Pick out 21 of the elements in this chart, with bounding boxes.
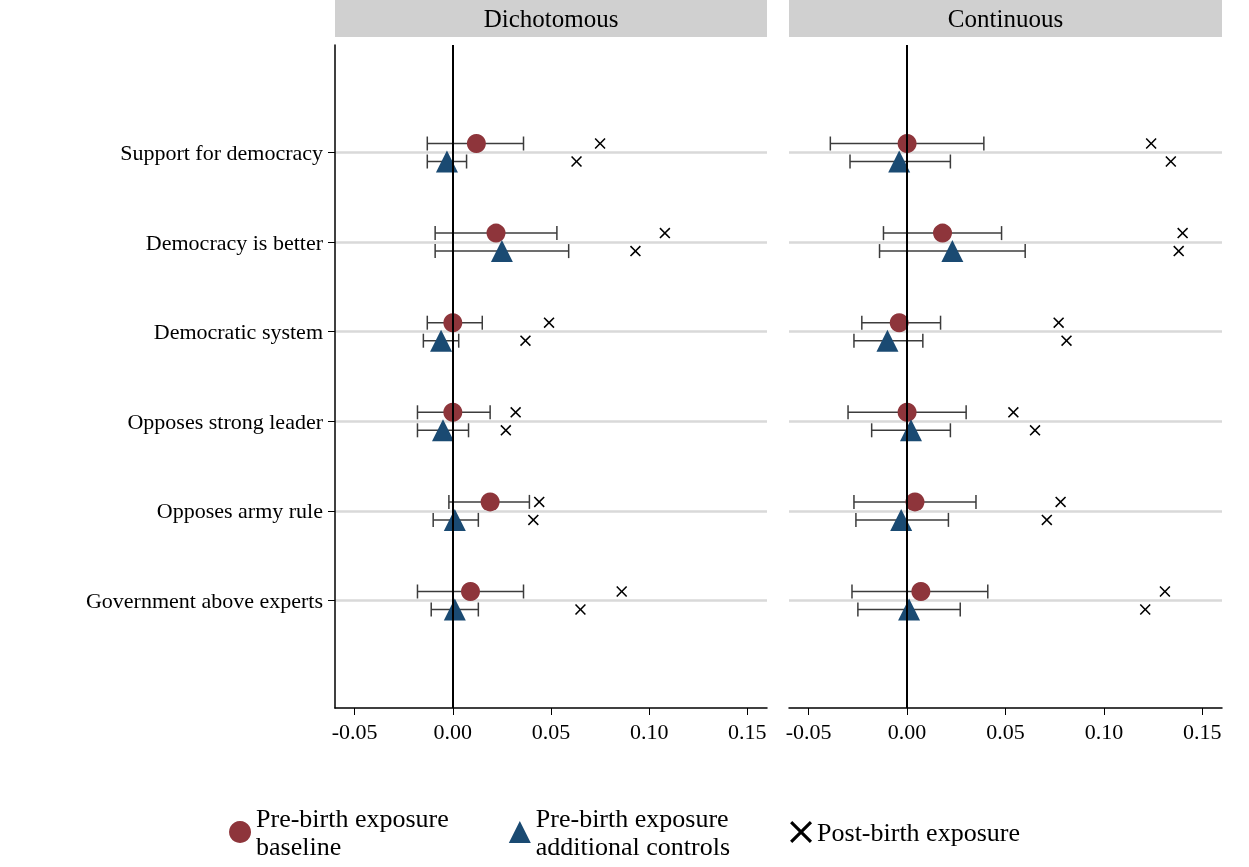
legend-label: Post-birth exposure	[817, 817, 1020, 847]
x-tick-label: 0.15	[728, 718, 767, 744]
chart-title: Dichotomous	[483, 5, 619, 32]
x-tick-label: -0.05	[331, 718, 378, 744]
x-tick-label: 0.05	[986, 718, 1025, 744]
y-tick-label: Opposes army rule	[156, 498, 323, 524]
x-tick-label: 0.10	[1084, 718, 1124, 744]
y-tick-label: Opposes strong leader	[127, 408, 324, 434]
x-tick-label: 0.05	[531, 718, 571, 744]
legend-label: Pre-birth exposure additional controls	[535, 803, 731, 861]
x-tick-label: -0.05	[785, 718, 832, 744]
legend-label: Pre-birth exposure baseline	[256, 803, 449, 861]
x-tick-label: 0.00	[887, 718, 927, 744]
y-tick-label: Government above experts	[85, 587, 323, 613]
x-tick-label: 0.00	[433, 718, 473, 744]
y-tick-label: Democracy is better	[145, 229, 324, 255]
y-tick-label: Support for democracy	[120, 140, 323, 166]
x-tick-label: 0.10	[629, 718, 669, 744]
chart-title: Continuous	[947, 5, 1064, 32]
y-tick-label: Democratic system	[153, 319, 323, 345]
x-tick-label: 0.15	[1183, 718, 1222, 744]
